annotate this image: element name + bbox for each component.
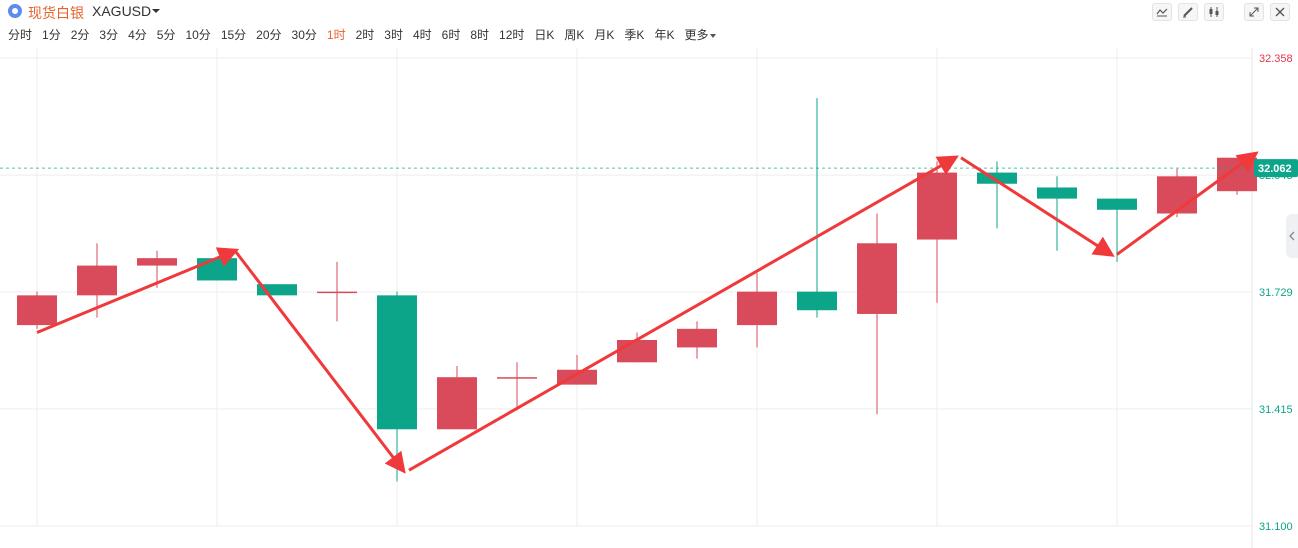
current-price-label: 32.062 — [1258, 163, 1292, 175]
line-tool-icon[interactable] — [1152, 3, 1172, 21]
period-tab[interactable]: 周K — [564, 28, 585, 42]
period-tabs: 分时 1分 2分 3分 4分 5分 10分 15分 20分 30分 1时 2时 3时 4时 6时 8时 12时日… — [8, 26, 717, 44]
period-tab[interactable]: 2分 — [70, 28, 90, 42]
period-tab[interactable]: 20分 — [256, 28, 282, 42]
toolbar — [1152, 3, 1290, 21]
candle-body[interactable] — [917, 172, 957, 240]
candle-body[interactable] — [1097, 198, 1137, 210]
trend-arrow — [960, 156, 1115, 257]
candle-body[interactable] — [77, 265, 117, 296]
candle-body[interactable] — [617, 339, 657, 363]
period-tab[interactable]: 年K — [654, 28, 675, 42]
period-tab[interactable]: 3分 — [99, 28, 119, 42]
period-tab[interactable]: 10分 — [185, 28, 211, 42]
period-tab[interactable]: 更多 — [684, 26, 717, 44]
period-tab[interactable]: 月K — [594, 28, 615, 42]
candle-body[interactable] — [137, 258, 177, 266]
chart-header: 现货白银 XAGUSD — [0, 0, 1298, 22]
period-tab[interactable]: 季K — [624, 28, 645, 42]
candle-body[interactable] — [197, 258, 237, 281]
y-axis-tick-label: 31.100 — [1259, 521, 1293, 533]
candle-body[interactable] — [17, 295, 57, 326]
chevron-left-icon — [1289, 231, 1295, 241]
trend-arrow — [1116, 151, 1259, 256]
candle-body[interactable] — [317, 291, 357, 294]
period-tab[interactable]: 4分 — [128, 28, 147, 42]
period-tab[interactable]: 5分 — [156, 28, 176, 42]
fullscreen-icon[interactable] — [1244, 3, 1264, 21]
candle-body[interactable] — [857, 243, 897, 314]
symbol-icon — [8, 4, 22, 18]
candle-body[interactable] — [377, 295, 417, 430]
symbol-code[interactable]: XAGUSD — [92, 3, 152, 19]
candle-body[interactable] — [677, 328, 717, 348]
more-dropdown-icon — [710, 33, 717, 38]
period-tab[interactable]: 8时 — [470, 28, 490, 42]
candle-body[interactable] — [1217, 157, 1257, 192]
period-tab[interactable]: 2时 — [355, 28, 375, 42]
y-axis-tick-label: 32.358 — [1259, 53, 1293, 65]
y-axis-tick-label: 31.415 — [1259, 404, 1293, 416]
candle-body[interactable] — [437, 377, 477, 430]
period-tab[interactable]: 4时 — [412, 28, 432, 42]
pencil-icon[interactable] — [1178, 3, 1198, 21]
symbol-name[interactable]: 现货白银 — [28, 5, 84, 21]
period-tab[interactable]: 3时 — [384, 28, 403, 42]
trend-arrow — [233, 249, 406, 474]
close-icon[interactable] — [1270, 3, 1290, 21]
period-tab[interactable]: 6时 — [441, 28, 461, 42]
trend-arrow — [408, 155, 959, 472]
candle-body[interactable] — [1157, 176, 1197, 214]
current-price-badge — [1254, 159, 1298, 178]
candle-body[interactable] — [497, 377, 537, 379]
period-tab[interactable]: 分时 — [8, 28, 33, 42]
candle-body[interactable] — [257, 284, 297, 296]
y-axis-tick-label: 31.729 — [1259, 287, 1293, 299]
period-tab[interactable]: 日K — [534, 28, 555, 42]
trend-arrow — [36, 247, 240, 334]
collapse-panel-tab[interactable] — [1286, 214, 1298, 258]
candle-body[interactable] — [1037, 187, 1077, 199]
period-tab[interactable]: 12时 — [499, 28, 525, 42]
candle-body[interactable] — [797, 291, 837, 311]
candle-body[interactable] — [977, 172, 1017, 184]
period-tab[interactable]: 1分 — [42, 28, 61, 42]
candlestick-icon[interactable] — [1204, 3, 1224, 21]
period-tab[interactable]: 30分 — [291, 28, 317, 42]
period-tab[interactable]: 15分 — [220, 28, 247, 42]
period-tab[interactable]: 1时 — [326, 28, 346, 42]
symbol-dropdown-icon[interactable] — [152, 9, 160, 13]
candle-body[interactable] — [737, 291, 777, 326]
